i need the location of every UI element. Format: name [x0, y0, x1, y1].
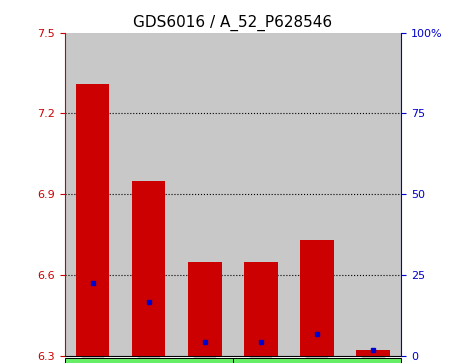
Title: GDS6016 / A_52_P628546: GDS6016 / A_52_P628546 [133, 15, 332, 31]
Bar [244, 261, 278, 356]
Bar [345, 33, 401, 356]
Bar [65, 33, 121, 356]
Bar [121, 33, 177, 356]
Bar [132, 181, 165, 356]
Bar [76, 84, 109, 356]
Bar [289, 33, 345, 356]
Bar [177, 33, 233, 356]
Bar [300, 240, 334, 356]
Bar [356, 350, 390, 356]
Bar [233, 33, 289, 356]
Bar [188, 261, 222, 356]
